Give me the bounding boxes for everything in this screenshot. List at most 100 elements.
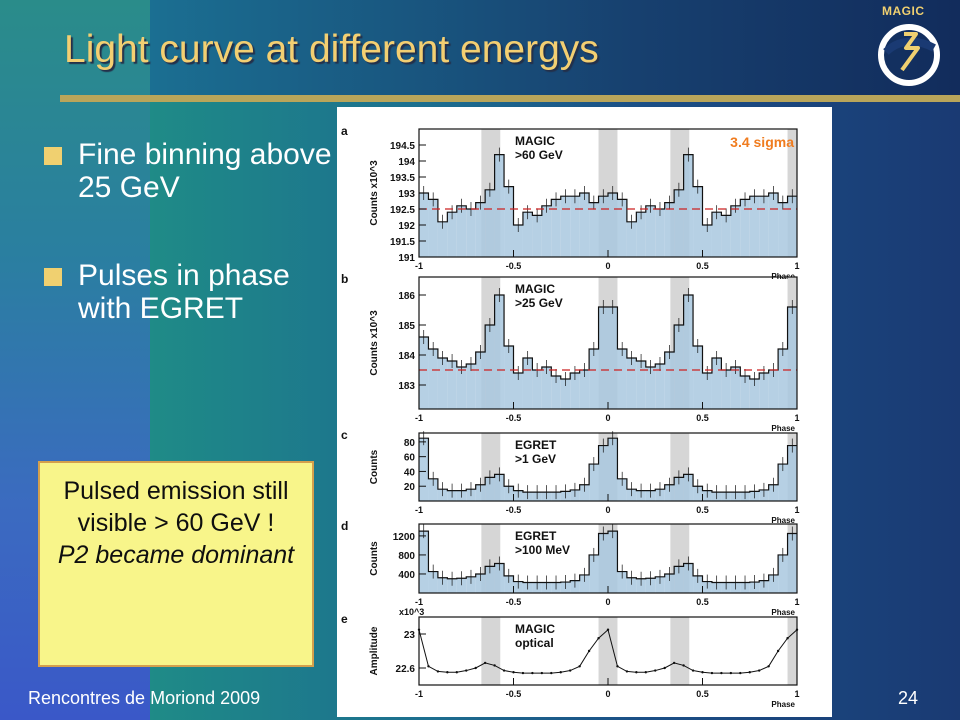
y-tick-label: 1200 (393, 532, 416, 543)
histogram-bar (551, 199, 561, 257)
histogram-bar (693, 346, 703, 409)
y-tick-label: 186 (398, 291, 415, 302)
x-axis-label: Phase (771, 424, 795, 433)
histogram-bar (419, 438, 429, 501)
x-axis-label: Phase (771, 516, 795, 525)
histogram-bar (419, 337, 429, 409)
y-tick-label: 23 (404, 630, 416, 641)
y-tick-label: 800 (398, 551, 415, 562)
histogram-bar (466, 364, 476, 409)
phase-shade-region (481, 617, 501, 685)
y-tick-label: 80 (404, 438, 416, 449)
histogram-outline (419, 294, 797, 380)
x-tick-label: 1 (794, 597, 799, 607)
histogram-bar (636, 578, 646, 593)
light-curve-chart: 191 191.5 192 192.5 193 193.5 194 194.5 -1 -0.5 0 0… (341, 124, 800, 709)
panel-letter: b (341, 272, 348, 286)
histogram-bar (617, 571, 627, 593)
histogram-bar (485, 566, 495, 593)
histogram-bar (655, 209, 665, 257)
histogram-bar (645, 367, 656, 409)
series-label: MAGIC (515, 134, 555, 148)
histogram-bar (513, 373, 523, 409)
x-tick-label: -1 (415, 505, 423, 515)
bullet-square-icon (44, 268, 62, 286)
histogram-bar (608, 307, 618, 409)
histogram-bar (787, 533, 797, 593)
x-tick-label: 0.5 (696, 505, 709, 515)
histogram-bar (740, 199, 750, 257)
histogram-bar (617, 199, 627, 257)
histogram-bar (475, 352, 486, 409)
histogram-bar (570, 373, 580, 409)
histogram-bar (664, 202, 675, 257)
histogram-bar (617, 478, 627, 501)
y-axis-label: Counts (369, 541, 380, 576)
histogram-bar (768, 484, 779, 501)
histogram-bar (768, 574, 779, 593)
histogram-bar (693, 486, 703, 501)
histogram-bar (504, 186, 514, 257)
bullet-item: Fine binning above 25 GeV (44, 138, 344, 204)
y-tick-label: 192 (398, 221, 415, 232)
series-label: >100 MeV (515, 543, 570, 557)
x-axis-label: Phase (771, 608, 795, 617)
histogram-bar (494, 563, 505, 593)
series-label: EGRET (515, 438, 557, 452)
histogram-bar (541, 205, 552, 257)
histogram-bar (437, 577, 448, 593)
histogram-bar (494, 154, 505, 257)
callout-box: Pulsed emission still visible > 60 GeV !… (38, 461, 314, 667)
histogram-bar (522, 358, 533, 409)
histogram-bar (428, 349, 438, 409)
bullet-square-icon (44, 147, 62, 165)
callout-main-text: Pulsed emission still visible > 60 GeV ! (63, 477, 289, 537)
y-tick-label: 400 (398, 570, 415, 581)
light-curve-figure: 191 191.5 192 192.5 193 193.5 194 194.5 -1 -0.5 0 0… (337, 107, 832, 717)
series-label: >60 GeV (515, 148, 563, 162)
histogram-bar (551, 376, 561, 409)
header-band (150, 0, 960, 100)
histogram-bar (721, 215, 731, 257)
histogram-bar (504, 346, 514, 409)
histogram-bar (608, 531, 618, 593)
histogram-outline (419, 154, 797, 226)
phase-shade-region (598, 617, 618, 685)
histogram-bar (428, 199, 438, 257)
y-tick-label: 183 (398, 381, 415, 392)
x-tick-label: 1 (794, 689, 799, 699)
histogram-bar (589, 349, 599, 409)
x-tick-label: -0.5 (506, 261, 522, 271)
histogram-bar (608, 193, 618, 257)
panel-a: 191 191.5 192 192.5 193 193.5 194 194.5 -1 -0.5 0 0… (341, 124, 800, 281)
histogram-bar (749, 196, 760, 257)
x-tick-label: 0.5 (696, 413, 709, 423)
histogram-bar (589, 554, 599, 593)
histogram-bar (485, 325, 495, 409)
histogram-bar (598, 445, 608, 501)
histogram-bar (674, 477, 684, 501)
y-tick-label: 185 (398, 321, 415, 332)
histogram-bar (711, 212, 722, 257)
y-tick-label: 192.5 (390, 205, 415, 216)
histogram-bar (702, 373, 712, 409)
panel-letter: d (341, 519, 348, 533)
bullet-item: Pulses in phase with EGRET (44, 259, 344, 325)
histogram-bar (428, 478, 438, 501)
histogram-bar (730, 367, 741, 409)
series-label: >25 GeV (515, 296, 563, 310)
histogram-bar (494, 295, 505, 409)
histogram-bar (475, 202, 486, 257)
histogram-bar (778, 349, 788, 409)
y-scale-label: x10^3 (399, 607, 424, 617)
histogram-bar (475, 573, 486, 593)
histogram-bar (683, 295, 694, 409)
histogram-bar (475, 484, 486, 501)
histogram-bar (655, 364, 665, 409)
histogram-bar (598, 307, 608, 409)
histogram-bar (655, 576, 665, 593)
footer-conference: Rencontres de Moriond 2009 (28, 688, 261, 708)
histogram-bar (579, 193, 590, 257)
x-tick-label: 1 (794, 261, 799, 271)
histogram-bar (674, 325, 684, 409)
